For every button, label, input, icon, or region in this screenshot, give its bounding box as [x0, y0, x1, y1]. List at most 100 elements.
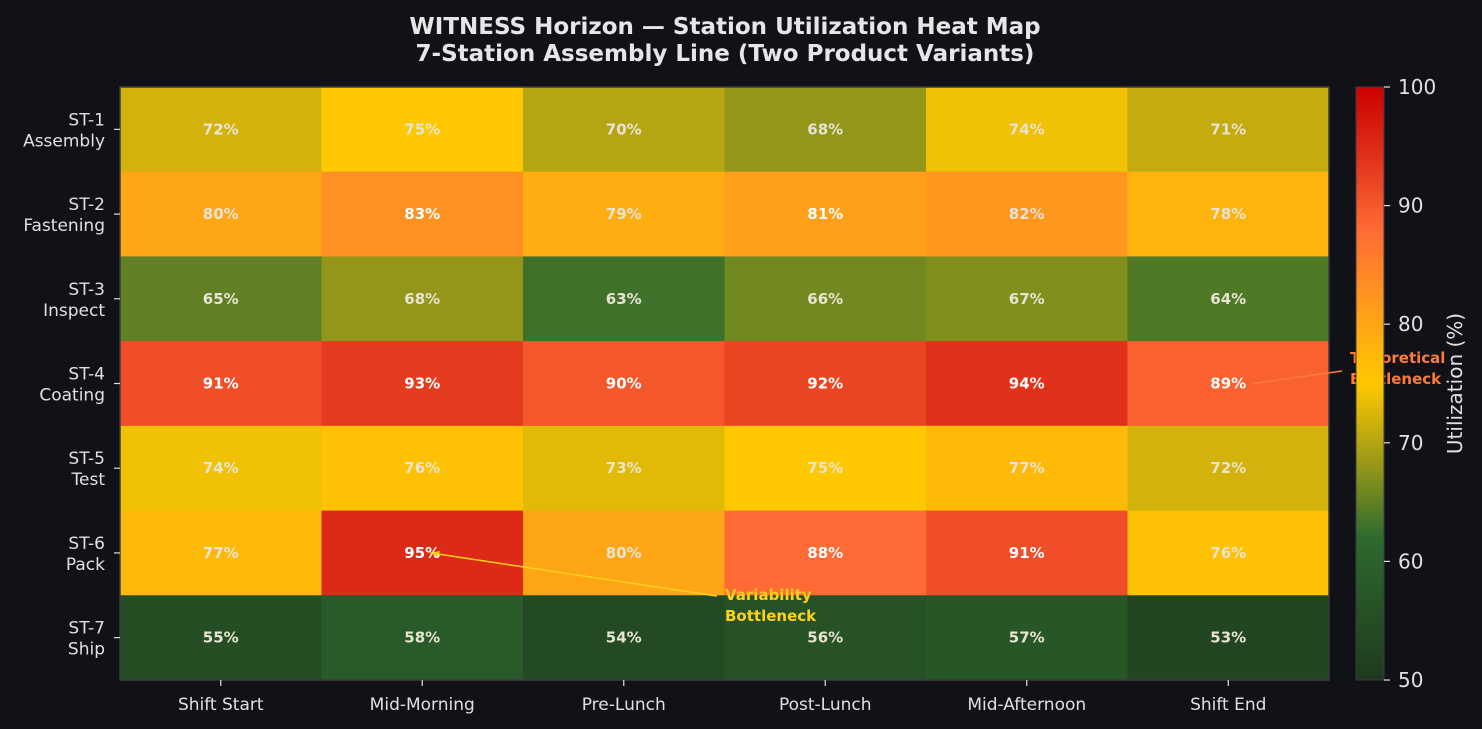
chart-title: WITNESS Horizon — Station Utilization He…	[409, 14, 1040, 67]
cell-value-label: 74%	[203, 459, 239, 477]
cell-value-label: 57%	[1009, 629, 1045, 647]
heatmap-cell	[724, 595, 927, 681]
cell-value-label: 58%	[404, 629, 440, 647]
heatmap-cell	[724, 171, 927, 257]
colorbar-tick-label: 70	[1398, 431, 1423, 455]
y-tick-label: ST-2 Fastening	[23, 195, 105, 236]
heatmap-cell	[724, 87, 927, 173]
cell-value-label: 90%	[606, 375, 642, 393]
heatmap-cell	[926, 425, 1128, 512]
colorbar-tick-label: 60	[1398, 549, 1423, 573]
heatmap-cell	[321, 425, 524, 512]
heatmap-cell	[724, 341, 927, 427]
heatmap-cell	[926, 595, 1128, 681]
cell-value-label: 83%	[404, 205, 440, 223]
heatmap-cell	[1127, 256, 1330, 342]
cell-value-label: 53%	[1210, 629, 1246, 647]
cell-value-label: 55%	[203, 629, 239, 647]
colorbar-gradient	[1355, 86, 1385, 681]
colorbar-tick-label: 80	[1398, 312, 1423, 336]
heatmap-cell	[523, 171, 725, 257]
cell-value-label: 76%	[404, 459, 440, 477]
heatmap-cell	[120, 256, 322, 342]
cell-value-label: 65%	[203, 290, 239, 308]
cell-value-label: 64%	[1210, 290, 1246, 308]
cell-value-label: 80%	[203, 205, 239, 223]
cell-value-label: 92%	[807, 375, 843, 393]
cell-value-label: 95%	[404, 544, 440, 562]
colorbar-tick-label: 50	[1398, 668, 1423, 692]
cell-value-label: 73%	[606, 459, 642, 477]
cell-value-label: 82%	[1009, 205, 1045, 223]
cell-value-label: 67%	[1009, 290, 1045, 308]
cell-value-label: 68%	[404, 290, 440, 308]
cell-value-label: 89%	[1210, 375, 1246, 393]
cell-value-label: 91%	[203, 375, 239, 393]
x-tick-label: Shift End	[1190, 695, 1266, 715]
cell-value-label: 80%	[606, 544, 642, 562]
heatmap-cell	[321, 171, 524, 257]
heatmap-cell	[926, 510, 1128, 596]
heatmap-cell	[120, 341, 322, 427]
y-tick-label: ST-1 Assembly	[23, 110, 105, 151]
heatmap-cell	[1127, 87, 1330, 173]
colorbar-label: Utilization (%)	[1443, 313, 1467, 454]
cell-value-label: 70%	[606, 120, 642, 138]
cell-value-label: 75%	[404, 120, 440, 138]
x-axis: Shift Start Mid-Morning Pre-Lunch Post-Lunc…	[178, 680, 1266, 715]
cell-value-label: 75%	[807, 459, 843, 477]
cell-value-label: 54%	[606, 629, 642, 647]
cell-value-label: 56%	[807, 629, 843, 647]
cell-value-label: 94%	[1009, 375, 1045, 393]
heatmap-cell	[926, 256, 1128, 342]
heatmap-cell	[926, 341, 1128, 427]
heatmap-cell	[321, 341, 524, 427]
heatmap-cell-labels: 72% 75% 70% 68% 74% 71% 80% 83% 79% 81% 82% 78% 65% 6…	[203, 120, 1246, 646]
heatmap-cell	[321, 256, 524, 342]
heatmap-cell	[120, 171, 322, 257]
heatmap-cell	[321, 87, 524, 173]
heatmap-cell	[523, 595, 725, 681]
annotation-variability-bottleneck: Variability Bottleneck	[725, 586, 817, 625]
cell-value-label: 74%	[1009, 120, 1045, 138]
heatmap-cell	[523, 425, 725, 512]
heatmap-cell	[724, 425, 927, 512]
x-tick-label: Mid-Morning	[370, 695, 475, 715]
cell-value-label: 93%	[404, 375, 440, 393]
cell-value-label: 79%	[606, 205, 642, 223]
heatmap-cell	[321, 595, 524, 681]
heatmap-cell	[321, 510, 524, 596]
heatmap-cell	[926, 171, 1128, 257]
cell-value-label: 72%	[203, 120, 239, 138]
y-tick-label: ST-7 Ship	[68, 619, 105, 660]
cell-value-label: 77%	[203, 544, 239, 562]
heatmap-cell	[724, 256, 927, 342]
x-tick-label: Post-Lunch	[779, 695, 872, 715]
cell-value-label: 91%	[1009, 544, 1045, 562]
heatmap-cell	[120, 510, 322, 596]
colorbar-tick-label: 90	[1398, 194, 1423, 218]
x-tick-label: Pre-Lunch	[582, 695, 666, 715]
heatmap-cell	[926, 87, 1128, 173]
y-tick-label: ST-6 Pack	[66, 534, 105, 575]
heatmap-cell	[523, 341, 725, 427]
annotation-arrow	[430, 552, 718, 597]
heatmap-cell	[1127, 510, 1330, 596]
chart-title-line-1: WITNESS Horizon — Station Utilization He…	[409, 14, 1040, 40]
y-tick-label: ST-3 Inspect	[43, 280, 105, 321]
cell-value-label: 72%	[1210, 459, 1246, 477]
heatmap-cell	[1127, 595, 1330, 681]
cell-value-label: 78%	[1210, 205, 1246, 223]
y-axis: ST-1 Assembly ST-2 Fastening ST-3 Inspect ST-4…	[23, 110, 120, 660]
heatmap-cell	[523, 87, 725, 173]
heatmap-cell	[1127, 171, 1330, 257]
cell-value-label: 81%	[807, 205, 843, 223]
cell-value-label: 76%	[1210, 544, 1246, 562]
heatmap-cell	[523, 256, 725, 342]
heatmap-cell	[120, 425, 322, 512]
x-tick-label: Shift Start	[178, 695, 264, 715]
y-tick-label: ST-4 Coating	[39, 365, 105, 406]
y-tick-label: ST-5 Test	[68, 449, 105, 490]
cell-value-label: 71%	[1210, 120, 1246, 138]
